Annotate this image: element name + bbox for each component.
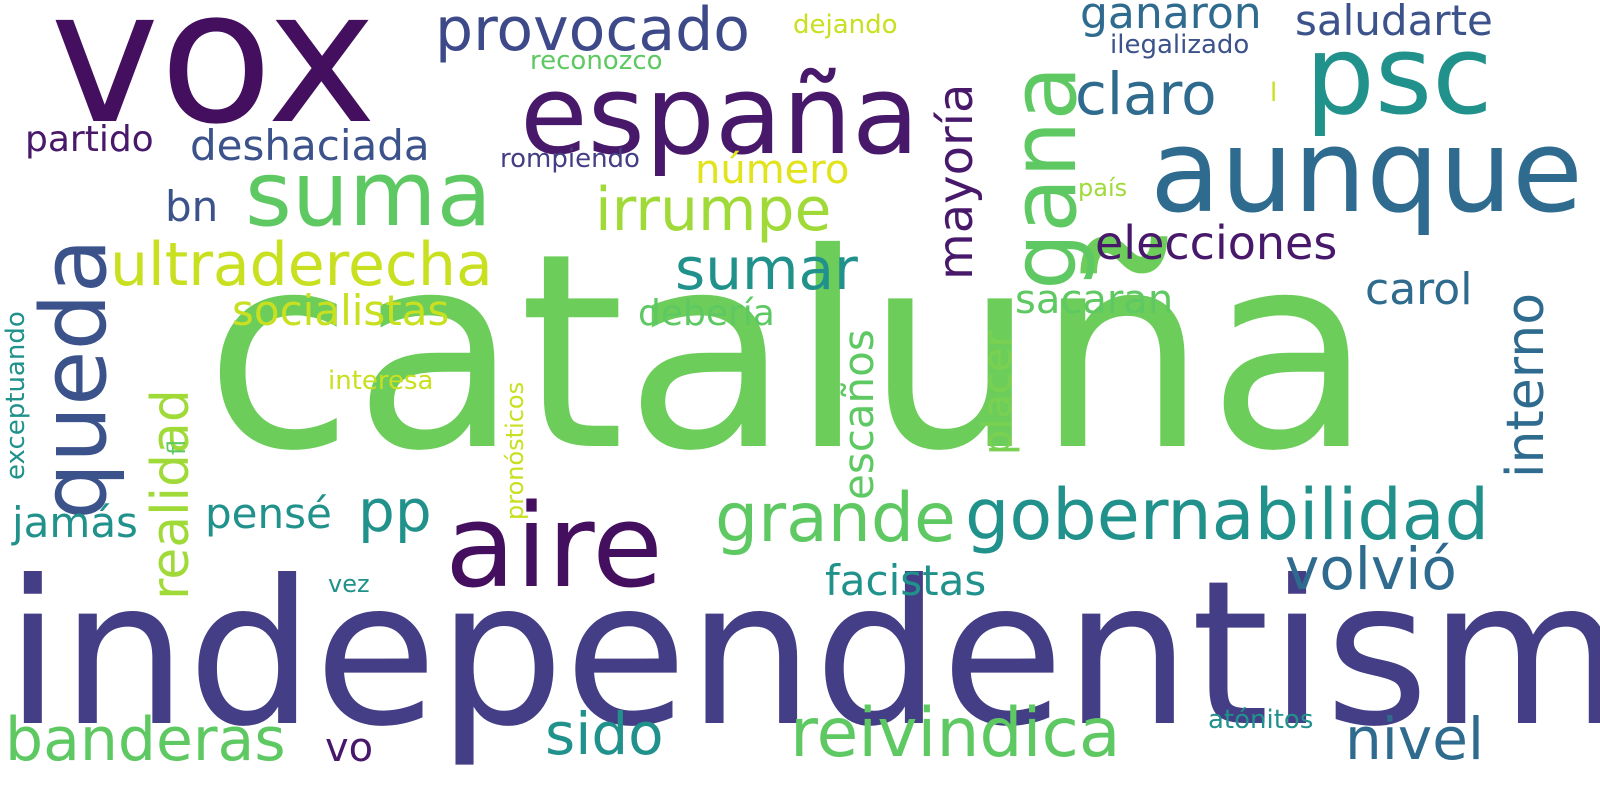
word-cataluna: cataluña (205, 195, 1373, 510)
word-escanos: escaños (834, 329, 883, 500)
word-exceptuando: exceptuando (1, 311, 31, 480)
word-atonitos: atónitos (1208, 705, 1314, 735)
word-aunque: aunque (1150, 105, 1583, 239)
word-vox: vox (50, 0, 377, 165)
word-claro: claro (1075, 60, 1217, 128)
word-gobernabilidad: gobernabilidad (965, 474, 1490, 556)
word-aire: aire (445, 480, 663, 614)
word-sumar: sumar (675, 235, 858, 303)
word-deshaciada: deshaciada (190, 121, 430, 170)
word-interesa: interesa (328, 366, 434, 396)
word-placer: placer (975, 330, 1021, 455)
word-saludarte: saludarte (1295, 0, 1493, 45)
word-partido: partido (25, 119, 154, 160)
word-mayoria: mayoría (928, 83, 984, 280)
word-fl: fl (163, 439, 191, 455)
word-l: l (1270, 78, 1278, 108)
word-espana: españa (520, 51, 920, 179)
word-grande: grande (715, 479, 956, 558)
word-dejando: dejando (793, 10, 898, 40)
word-psc: psc (1305, 11, 1493, 139)
word-pense: pensé (205, 489, 332, 538)
word-carol: carol (1365, 264, 1473, 315)
word-pais: país (1078, 174, 1128, 202)
word-ilegalizado: ilegalizado (1110, 30, 1250, 60)
word-numero: número (695, 147, 850, 193)
word-deberia: debería (638, 293, 775, 334)
word-sacaran: sacaran (1015, 277, 1174, 323)
word-ganaron: ganaron (1080, 0, 1262, 39)
word-vo: vo (325, 725, 374, 771)
word-jamas: jamás (12, 498, 138, 547)
word-queda: queda (22, 238, 127, 520)
word-reivindica: reivindica (790, 694, 1121, 773)
word-suma: suma (245, 142, 492, 247)
word-pp: pp (358, 477, 432, 545)
word-nivel: nivel (1345, 705, 1484, 773)
word-realidad: realidad (141, 389, 201, 600)
word-sido: sido (545, 700, 664, 768)
word-irrumpe: irrumpe (595, 175, 832, 245)
word-independentismo: independentismo (5, 538, 1600, 771)
word-socialistas: socialistas (232, 286, 450, 335)
word-banderas: banderas (5, 705, 286, 775)
word-provocado: provocado (435, 0, 750, 65)
word-rompiendo: rompiendo (500, 144, 640, 174)
word-reconozco: reconozco (530, 46, 663, 76)
word-facistas: facistas (825, 556, 987, 605)
word-interno: interno (1496, 292, 1556, 478)
word-vez: vez (328, 570, 370, 598)
word-volvio: volvió (1285, 535, 1457, 603)
word-pronosticos: pronósticos (501, 381, 529, 520)
word-elecciones: elecciones (1095, 216, 1338, 270)
word-bn: bn (165, 182, 219, 231)
word-ultraderecha: ultraderecha (110, 230, 493, 300)
